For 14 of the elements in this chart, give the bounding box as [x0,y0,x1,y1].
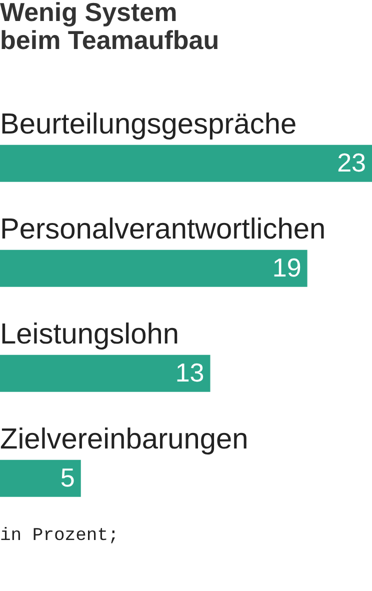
chart-title: Wenig System beim Teamaufbau [0,0,220,55]
annotation: in Prozent; [0,526,119,546]
y-tick-label: Personalverantwortlichen [0,214,326,246]
data-label: 19 [272,252,302,282]
bar [0,354,210,392]
y-tick-label: Leistungslohn [0,318,179,351]
y-tick-label: Zielvereinbarungen [0,424,248,456]
data-label: 23 [337,147,366,178]
bar [0,460,81,497]
bar [0,250,308,287]
data-label: 5 [60,462,75,492]
y-tick-label: Beurteilungsgespräche [0,108,297,141]
data-label: 13 [175,357,204,388]
bar [0,144,372,182]
